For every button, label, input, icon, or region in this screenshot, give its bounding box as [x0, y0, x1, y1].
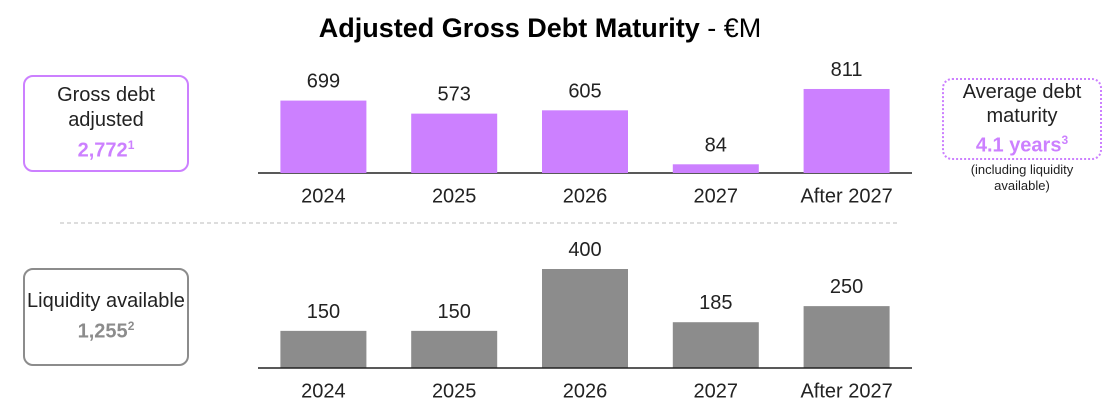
- title-unit: - €M: [707, 13, 761, 43]
- value-label: 150: [438, 301, 471, 323]
- bar: [803, 88, 890, 173]
- x-tick-label: 2025: [432, 185, 477, 207]
- box-value: 2,772: [77, 139, 128, 162]
- value-label: 811: [831, 59, 863, 81]
- bar: [542, 110, 628, 173]
- footnote: 1: [127, 138, 135, 153]
- bar: [672, 322, 759, 368]
- value-label: 605: [568, 80, 601, 102]
- liquidity-box: Liquidity available 1,2552: [23, 268, 189, 366]
- x-tick-label: After 2027: [800, 380, 892, 402]
- bar: [280, 100, 367, 173]
- box-subnote: (including liquidity available): [970, 162, 1074, 193]
- bar: [542, 269, 628, 368]
- gross-box: Gross debt adjusted 2,7721: [23, 75, 189, 172]
- bar: [280, 330, 367, 368]
- bar: [672, 164, 759, 173]
- title-main: Adjusted Gross Debt Maturity: [319, 13, 700, 43]
- x-tick-label: 2024: [301, 380, 346, 402]
- footnote: 2: [127, 319, 135, 334]
- box-label: Gross debt adjusted: [57, 84, 155, 132]
- value-label: 185: [699, 292, 732, 314]
- x-tick-label: 2026: [563, 185, 608, 207]
- maturity-box: Average debt maturity 4.1 years3: [942, 78, 1102, 160]
- box-value: 4.1 years: [975, 134, 1062, 157]
- value-label: 573: [438, 84, 471, 106]
- title: Adjusted Gross Debt Maturity - €M: [319, 13, 762, 43]
- value-label: 400: [568, 239, 601, 261]
- footnote: 3: [1061, 133, 1069, 148]
- value-label: 250: [830, 276, 863, 298]
- x-tick-label: 2026: [563, 380, 608, 402]
- x-tick-label: After 2027: [800, 185, 892, 207]
- box-label: Average debt maturity: [962, 81, 1082, 128]
- box-label: Liquidity available: [27, 290, 185, 313]
- value-label: 84: [705, 134, 727, 156]
- box-value: 1,255: [77, 320, 128, 343]
- x-tick-label: 2027: [694, 380, 739, 402]
- x-tick-label: 2024: [301, 185, 346, 207]
- bar: [411, 113, 498, 173]
- x-tick-label: 2027: [694, 185, 739, 207]
- bar: [803, 306, 890, 368]
- bar: [411, 330, 498, 368]
- x-tick-label: 2025: [432, 380, 477, 402]
- value-label: 150: [307, 301, 340, 323]
- value-label: 699: [307, 71, 340, 93]
